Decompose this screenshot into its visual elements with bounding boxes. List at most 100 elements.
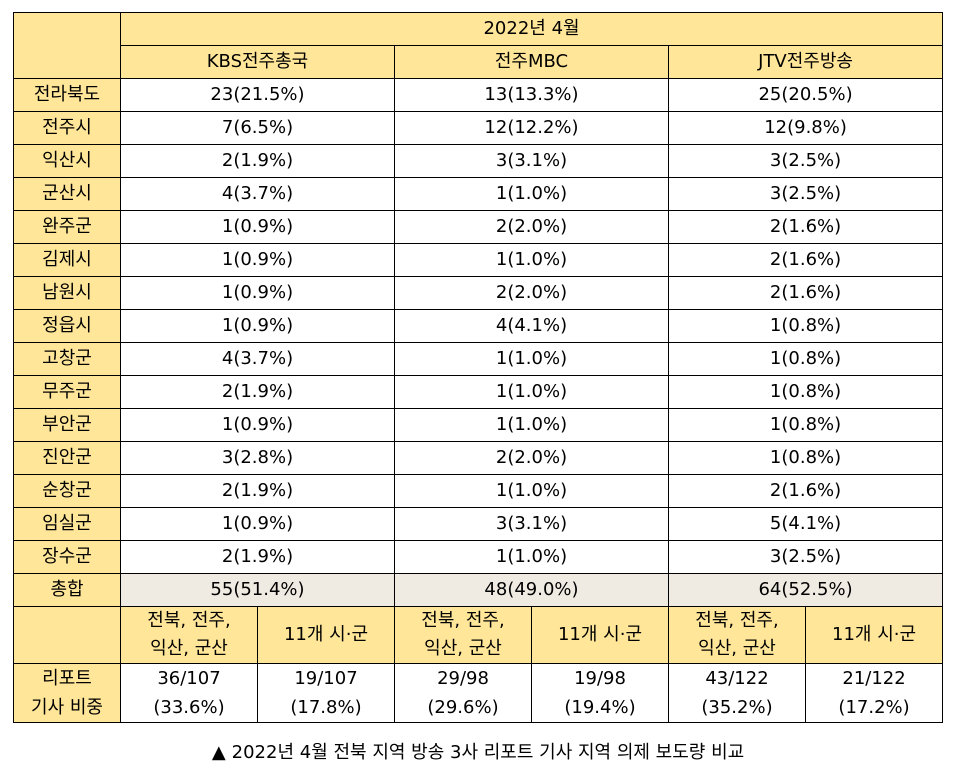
region-label: 순창군 xyxy=(13,474,121,508)
region-count-cell: 2(1.9%) xyxy=(120,474,395,508)
region-label: 익산시 xyxy=(13,144,121,178)
region-label: 전주시 xyxy=(13,111,121,145)
report-ratio-cell: 19/98 (19.4%) xyxy=(531,663,669,723)
region-count-cell: 1(0.8%) xyxy=(667,309,944,343)
subheader-core-cities: 전북, 전주, 익산, 군산 xyxy=(120,606,258,664)
region-count-cell: 1(0.9%) xyxy=(120,309,395,343)
region-label: 임실군 xyxy=(13,507,121,541)
region-count-cell: 4(3.7%) xyxy=(120,342,395,376)
subheader-other-counties: 11개 시·군 xyxy=(257,606,395,664)
region-row: 임실군 1(0.9%) 3(3.1%) 5(4.1%) xyxy=(13,507,944,541)
region-label: 완주군 xyxy=(13,210,121,244)
region-count-cell: 2(2.0%) xyxy=(394,276,669,310)
subheader-other-counties: 11개 시·군 xyxy=(531,606,669,664)
region-label: 부안군 xyxy=(13,408,121,442)
region-count-cell: 1(1.0%) xyxy=(394,474,669,508)
region-row: 무주군 2(1.9%) 1(1.0%) 1(0.8%) xyxy=(13,375,944,409)
region-count-cell: 3(2.5%) xyxy=(667,144,944,178)
report-ratio-percent: (29.6%) xyxy=(427,697,499,718)
report-ratio-count: 19/107 xyxy=(294,668,358,689)
region-row: 군산시 4(3.7%) 1(1.0%) 3(2.5%) xyxy=(13,177,944,211)
region-count-cell: 3(2.5%) xyxy=(667,177,944,211)
region-row: 전라북도 23(21.5%) 13(13.3%) 25(20.5%) xyxy=(13,78,944,112)
region-count-cell: 1(1.0%) xyxy=(394,540,669,574)
region-row: 남원시 1(0.9%) 2(2.0%) 2(1.6%) xyxy=(13,276,944,310)
subheader-other-counties: 11개 시·군 xyxy=(804,606,944,664)
region-label: 진안군 xyxy=(13,441,121,475)
total-cell: 48(49.0%) xyxy=(394,573,669,607)
period-header-row: 2022년 4월 xyxy=(13,12,944,79)
subheader-row: 전북, 전주, 익산, 군산 11개 시·군 전북, 전주, 익산, 군산 11개 시·군… xyxy=(13,606,944,664)
region-label: 고창군 xyxy=(13,342,121,376)
report-ratio-percent: (35.2%) xyxy=(701,697,773,718)
report-ratio-cell: 29/98 (29.6%) xyxy=(394,663,532,723)
region-count-cell: 5(4.1%) xyxy=(667,507,944,541)
report-ratio-count: 43/122 xyxy=(705,668,769,689)
table-caption: ▲ 2022년 4월 전북 지역 방송 3사 리포트 기사 지역 의제 보도량 비… xyxy=(0,741,956,765)
region-row: 전주시 7(6.5%) 12(12.2%) 12(9.8%) xyxy=(13,111,944,145)
region-count-cell: 12(12.2%) xyxy=(394,111,669,145)
region-count-cell: 2(1.6%) xyxy=(667,243,944,277)
subheader-core-line1: 전북, 전주, xyxy=(695,610,779,631)
report-ratio-count: 21/122 xyxy=(842,668,906,689)
subheader-corner xyxy=(13,606,121,664)
station-header-kbs: KBS전주총국 xyxy=(120,45,395,79)
region-count-cell: 1(0.8%) xyxy=(667,441,944,475)
region-count-cell: 2(2.0%) xyxy=(394,210,669,244)
region-label: 무주군 xyxy=(13,375,121,409)
region-count-cell: 1(1.0%) xyxy=(394,375,669,409)
report-ratio-label-line2: 기사 비중 xyxy=(31,697,103,718)
report-ratio-cell: 19/107 (17.8%) xyxy=(257,663,395,723)
subheader-core-line1: 전북, 전주, xyxy=(421,610,505,631)
report-ratio-count: 36/107 xyxy=(157,668,221,689)
region-count-cell: 2(2.0%) xyxy=(394,441,669,475)
region-row: 김제시 1(0.9%) 1(1.0%) 2(1.6%) xyxy=(13,243,944,277)
region-count-cell: 1(0.9%) xyxy=(120,276,395,310)
region-count-cell: 1(0.9%) xyxy=(120,507,395,541)
region-count-cell: 1(1.0%) xyxy=(394,177,669,211)
report-ratio-row: 리포트 기사 비중 36/107 (33.6%) 19/107 (17.8%) 29/98 (… xyxy=(13,663,944,723)
subheader-core-cities: 전북, 전주, 익산, 군산 xyxy=(668,606,806,664)
region-label: 장수군 xyxy=(13,540,121,574)
subheader-core-line1: 전북, 전주, xyxy=(147,610,231,631)
total-cell: 64(52.5%) xyxy=(667,573,944,607)
report-ratio-percent: (17.2%) xyxy=(838,697,910,718)
region-count-cell: 25(20.5%) xyxy=(667,78,944,112)
region-count-cell: 2(1.9%) xyxy=(120,540,395,574)
station-header-jtv: JTV전주방송 xyxy=(667,45,944,79)
region-row: 순창군 2(1.9%) 1(1.0%) 2(1.6%) xyxy=(13,474,944,508)
report-ratio-cell: 21/122 (17.2%) xyxy=(804,663,944,723)
region-count-cell: 2(1.9%) xyxy=(120,144,395,178)
region-count-cell: 1(0.8%) xyxy=(667,342,944,376)
report-ratio-count: 29/98 xyxy=(437,668,489,689)
report-ratio-count: 19/98 xyxy=(574,668,626,689)
total-label: 총합 xyxy=(13,573,121,607)
region-count-cell: 1(1.0%) xyxy=(394,342,669,376)
region-count-cell: 1(0.8%) xyxy=(667,375,944,409)
region-count-cell: 23(21.5%) xyxy=(120,78,395,112)
report-ratio-label: 리포트 기사 비중 xyxy=(13,663,121,723)
region-count-cell: 1(1.0%) xyxy=(394,408,669,442)
region-row: 완주군 1(0.9%) 2(2.0%) 2(1.6%) xyxy=(13,210,944,244)
region-row: 장수군 2(1.9%) 1(1.0%) 3(2.5%) xyxy=(13,540,944,574)
region-count-cell: 1(0.9%) xyxy=(120,243,395,277)
region-count-cell: 2(1.6%) xyxy=(667,276,944,310)
region-count-cell: 1(0.9%) xyxy=(120,210,395,244)
region-label: 정읍시 xyxy=(13,309,121,343)
corner-cell xyxy=(13,12,121,79)
report-ratio-percent: (33.6%) xyxy=(153,697,225,718)
regional-coverage-table: 2022년 4월 KBS전주총국 전주MBC JTV전주방송 전라북도 23(21… xyxy=(13,12,944,723)
region-row: 부안군 1(0.9%) 1(1.0%) 1(0.8%) xyxy=(13,408,944,442)
region-count-cell: 1(0.9%) xyxy=(120,408,395,442)
region-label: 김제시 xyxy=(13,243,121,277)
total-row: 총합 55(51.4%) 48(49.0%) 64(52.5%) xyxy=(13,573,944,607)
region-count-cell: 3(3.1%) xyxy=(394,507,669,541)
subheader-core-line2: 익산, 군산 xyxy=(424,638,502,659)
region-count-cell: 2(1.9%) xyxy=(120,375,395,409)
region-label: 전라북도 xyxy=(13,78,121,112)
region-count-cell: 13(13.3%) xyxy=(394,78,669,112)
subheader-core-line2: 익산, 군산 xyxy=(150,638,228,659)
region-count-cell: 3(2.5%) xyxy=(667,540,944,574)
triangle-up-icon: ▲ xyxy=(211,742,226,763)
region-row: 고창군 4(3.7%) 1(1.0%) 1(0.8%) xyxy=(13,342,944,376)
